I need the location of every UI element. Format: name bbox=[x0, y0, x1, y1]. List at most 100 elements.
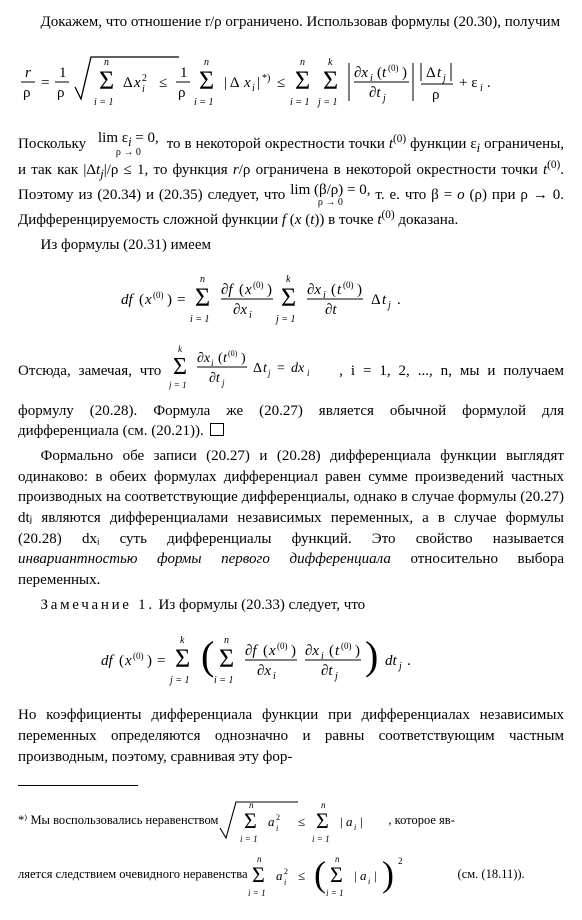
svg-text:n: n bbox=[224, 635, 229, 646]
svg-text:=: = bbox=[157, 653, 165, 669]
formula-2: df (x (0)) = Σ n i = 1 ∂f (x (0)) ∂xi Σ … bbox=[18, 266, 564, 332]
svg-text:r: r bbox=[25, 65, 31, 81]
svg-text:|: | bbox=[257, 75, 260, 91]
svg-text:j: j bbox=[441, 73, 446, 84]
sub-rho-2: ρ → 0 bbox=[290, 198, 370, 208]
svg-text:): ) bbox=[147, 653, 152, 669]
svg-text:a: a bbox=[346, 814, 353, 829]
svg-text:(: ( bbox=[139, 292, 144, 308]
svg-text:(: ( bbox=[239, 282, 244, 298]
svg-text:2: 2 bbox=[398, 856, 403, 866]
svg-text:j: j bbox=[381, 93, 386, 104]
svg-text:∂x: ∂x bbox=[257, 663, 271, 679]
p4a: Отсюда, замечая, что bbox=[18, 363, 161, 379]
svg-text:|: | bbox=[374, 868, 377, 883]
svg-text:): ) bbox=[365, 633, 378, 678]
svg-text:Σ: Σ bbox=[99, 66, 114, 95]
p5b: инвариантностью формы первого дифференци… bbox=[18, 551, 391, 567]
svg-text:∂t: ∂t bbox=[325, 302, 337, 318]
svg-text:i: i bbox=[252, 83, 255, 94]
svg-text:(: ( bbox=[119, 653, 124, 669]
svg-text:∂f: ∂f bbox=[221, 282, 234, 298]
svg-text:): ) bbox=[357, 282, 362, 298]
remark-label: Замечание 1. bbox=[41, 597, 155, 613]
svg-text:Σ: Σ bbox=[219, 644, 234, 673]
svg-text:Σ: Σ bbox=[316, 808, 329, 833]
svg-text:i: i bbox=[354, 823, 356, 832]
paragraph-intro: Докажем, что отношение r/ρ ограничено. И… bbox=[18, 12, 564, 33]
svg-text:≤: ≤ bbox=[159, 75, 167, 91]
svg-text:.: . bbox=[397, 292, 401, 308]
svg-text:i = 1: i = 1 bbox=[240, 834, 258, 844]
svg-text:Σ: Σ bbox=[199, 66, 214, 95]
paragraph-limit: Поскольку lim εi = 0, ρ → 0 то в некотор… bbox=[18, 131, 564, 231]
sub-rho-1: ρ → 0 bbox=[98, 148, 159, 158]
svg-text:∂t: ∂t bbox=[321, 663, 333, 679]
svg-text:j = 1: j = 1 bbox=[274, 314, 296, 325]
svg-text:j = 1: j = 1 bbox=[168, 675, 190, 686]
svg-text:i: i bbox=[368, 877, 370, 886]
svg-text:x: x bbox=[144, 292, 152, 308]
svg-text:k: k bbox=[180, 635, 185, 646]
svg-text:Σ: Σ bbox=[281, 283, 296, 312]
svg-text:j: j bbox=[221, 378, 225, 388]
svg-text:∂f: ∂f bbox=[245, 643, 258, 659]
svg-text:Σ: Σ bbox=[175, 644, 190, 673]
svg-text:a: a bbox=[268, 814, 275, 829]
svg-text:∂t: ∂t bbox=[209, 371, 221, 386]
svg-text:=: = bbox=[277, 361, 285, 376]
svg-text:j: j bbox=[267, 368, 271, 378]
svg-text:t: t bbox=[382, 292, 387, 308]
svg-text:t: t bbox=[337, 282, 342, 298]
svg-text:i: i bbox=[480, 83, 483, 94]
svg-text:|: | bbox=[340, 814, 343, 829]
svg-text:1: 1 bbox=[180, 65, 188, 81]
formula-4: df (x (0)) = Σ k j = 1 ( Σ n i = 1 ∂f (x… bbox=[18, 625, 564, 695]
svg-text:ρ: ρ bbox=[432, 87, 440, 103]
paragraph-7: Но коэффициенты дифференциала функции пр… bbox=[18, 705, 564, 767]
svg-text:| Δ: | Δ bbox=[224, 75, 240, 91]
svg-text:t: t bbox=[437, 65, 442, 81]
footnote-rule bbox=[18, 785, 138, 786]
svg-text:i: i bbox=[249, 310, 252, 321]
svg-text:): ) bbox=[382, 854, 394, 894]
svg-text:n: n bbox=[200, 274, 205, 285]
svg-text:(: ( bbox=[201, 633, 214, 678]
svg-text:2: 2 bbox=[284, 867, 288, 876]
svg-text:2: 2 bbox=[276, 813, 280, 822]
svg-text:n: n bbox=[257, 854, 262, 864]
svg-text:+ ε: + ε bbox=[459, 75, 478, 91]
svg-text:Σ: Σ bbox=[173, 354, 187, 380]
svg-text:∂t: ∂t bbox=[369, 85, 381, 101]
svg-text:(0): (0) bbox=[153, 290, 164, 300]
svg-text:|: | bbox=[354, 868, 357, 883]
text-p2a: Поскольку lim εi = 0, ρ → 0 то в некотор… bbox=[18, 136, 564, 229]
svg-text:=: = bbox=[41, 75, 49, 91]
svg-text:Σ: Σ bbox=[252, 862, 265, 887]
svg-text:≤: ≤ bbox=[298, 814, 305, 829]
paragraph-5: Формально обе записи (20.27) и (20.28) д… bbox=[18, 446, 564, 591]
svg-text:k: k bbox=[286, 274, 291, 285]
svg-text:): ) bbox=[402, 65, 407, 81]
svg-text:(0): (0) bbox=[228, 349, 238, 358]
svg-text:a: a bbox=[276, 868, 283, 883]
paragraph-4: Отсюда, замечая, что Σ k j = 1 ∂xi (t (0… bbox=[18, 342, 564, 442]
svg-text:Δ: Δ bbox=[371, 292, 381, 308]
svg-text:∂x: ∂x bbox=[233, 302, 247, 318]
svg-text:n: n bbox=[249, 800, 254, 810]
svg-text:.: . bbox=[487, 75, 491, 91]
svg-text:): ) bbox=[167, 292, 172, 308]
svg-text:Δ: Δ bbox=[426, 65, 436, 81]
svg-text:Σ: Σ bbox=[323, 66, 338, 95]
svg-text:n: n bbox=[321, 800, 326, 810]
svg-text:x: x bbox=[133, 75, 141, 91]
svg-text:j: j bbox=[333, 671, 338, 682]
svg-text:df: df bbox=[101, 653, 115, 669]
svg-text:ρ: ρ bbox=[178, 85, 186, 101]
svg-text:(0): (0) bbox=[343, 280, 354, 290]
svg-text:i: i bbox=[284, 878, 286, 887]
svg-text:ρ: ρ bbox=[23, 85, 31, 101]
svg-text:(0): (0) bbox=[277, 641, 288, 651]
p5a: Формально обе записи (20.27) и (20.28) д… bbox=[18, 448, 564, 547]
svg-text:Σ: Σ bbox=[295, 66, 310, 95]
